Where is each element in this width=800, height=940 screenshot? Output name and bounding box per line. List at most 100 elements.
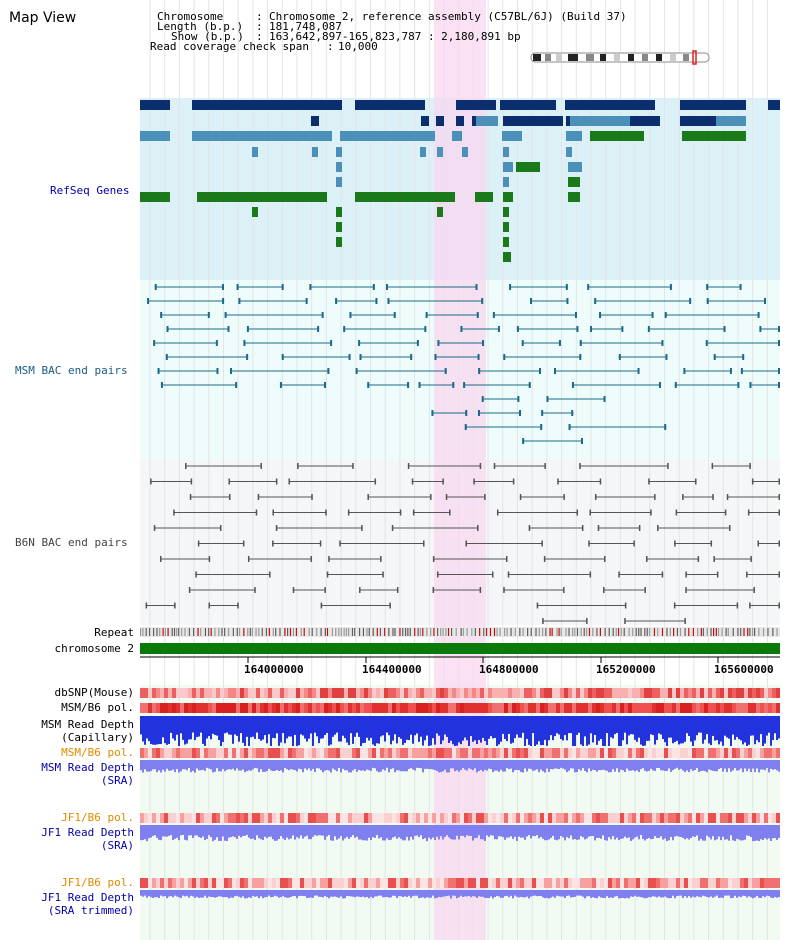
depth-bar — [404, 825, 406, 841]
heat-cell — [300, 748, 304, 758]
heat-cell — [260, 748, 264, 758]
heat-cell — [296, 688, 300, 698]
depth-bar — [268, 890, 270, 896]
depth-bar — [352, 890, 354, 897]
track-label-msm-depth-cap[interactable]: MSM Read Depth — [41, 718, 134, 731]
bac-end-marker — [579, 340, 582, 346]
heat-cell — [436, 688, 440, 698]
bac-end-marker — [528, 382, 531, 388]
depth-bar — [470, 716, 472, 737]
depth-bar — [150, 825, 152, 838]
heat-cell — [196, 703, 200, 713]
depth-bar — [322, 825, 324, 836]
depth-bar — [256, 825, 258, 836]
track-label-jf1-depth-sra[interactable]: JF1 Read Depth — [41, 826, 134, 839]
bac-end-marker — [594, 298, 597, 304]
track-label-repeat[interactable]: Repeat — [94, 626, 134, 639]
depth-bar — [600, 760, 602, 771]
bac-end-marker — [597, 525, 600, 531]
heat-cell — [476, 688, 480, 698]
axis-tick-label: 164400000 — [362, 663, 422, 676]
bac-end-marker — [603, 396, 606, 402]
heat-cell — [592, 688, 596, 698]
depth-bar — [400, 890, 402, 897]
depth-bar — [306, 716, 308, 742]
heat-cell — [204, 813, 208, 823]
gene-feature — [456, 100, 496, 110]
depth-bar — [708, 825, 710, 838]
heat-cell — [376, 748, 380, 758]
track-label-jf1-b6-pol-1[interactable]: JF1/B6 pol. — [61, 811, 134, 824]
depth-bar — [608, 890, 610, 898]
track-label-msm-b6-pol-2[interactable]: MSM/B6 pol. — [61, 746, 134, 759]
depth-bar — [446, 716, 448, 737]
heat-cell — [184, 748, 188, 758]
depth-bar — [622, 760, 624, 771]
track-label-msm-bac[interactable]: MSM BAC end pairs — [15, 364, 128, 377]
depth-bar — [504, 760, 506, 772]
depth-bar — [504, 825, 506, 840]
read-depth-tracks[interactable] — [140, 716, 780, 899]
depth-bar — [776, 760, 778, 771]
bac-end-marker — [150, 478, 152, 485]
depth-bar — [380, 825, 382, 838]
depth-bar — [368, 716, 370, 741]
heat-cell — [344, 748, 348, 758]
depth-bar — [358, 760, 360, 771]
chromosome-bar[interactable] — [140, 643, 780, 663]
heat-cell — [312, 688, 316, 698]
depth-bar — [522, 716, 524, 733]
depth-bar — [584, 760, 586, 771]
track-label-b6n-bac[interactable]: B6N BAC end pairs — [15, 536, 128, 549]
depth-bar — [676, 890, 678, 897]
depth-bar — [318, 760, 320, 769]
depth-bar — [528, 760, 530, 769]
depth-bar — [428, 760, 430, 770]
ideogram-band — [670, 54, 676, 61]
track-label-refseq[interactable]: RefSeq Genes — [50, 184, 130, 197]
heat-cell — [336, 748, 340, 758]
depth-bar — [488, 716, 490, 739]
msm-bac-end-pair-features[interactable] — [147, 284, 780, 444]
heat-cell — [612, 878, 616, 888]
bac-end-marker — [416, 340, 419, 346]
heat-cell — [336, 688, 340, 698]
heat-cell — [432, 688, 436, 698]
depth-bar — [306, 825, 308, 836]
heat-cell — [312, 748, 316, 758]
depth-bar — [556, 890, 558, 896]
heat-cell — [560, 748, 564, 758]
depth-bar — [360, 890, 362, 898]
track-label-msm-b6-pol-1[interactable]: MSM/B6 pol. — [61, 701, 134, 714]
depth-bar — [530, 825, 532, 839]
heat-cell — [380, 813, 384, 823]
polymorphism-heat-tracks[interactable] — [140, 688, 780, 888]
track-label-dbsnp[interactable]: dbSNP(Mouse) — [54, 686, 134, 699]
depth-bar — [676, 825, 678, 836]
depth-bar — [774, 716, 776, 734]
depth-bar — [548, 716, 550, 741]
heat-cell — [316, 813, 320, 823]
depth-bar — [494, 716, 496, 738]
depth-bar — [324, 890, 326, 896]
depth-bar — [712, 760, 714, 771]
refseq-gene-features[interactable] — [140, 100, 780, 262]
depth-bar — [422, 890, 424, 898]
track-label-msm-depth-sra[interactable]: MSM Read Depth — [41, 761, 134, 774]
heat-cell — [420, 688, 424, 698]
heat-cell — [284, 748, 288, 758]
b6n-bac-end-pair-features[interactable] — [145, 463, 780, 624]
repeat-feature — [493, 628, 496, 636]
track-label-jf1-depth-trim[interactable]: JF1 Read Depth — [41, 891, 134, 904]
depth-bar — [212, 890, 214, 898]
chromosome-ideogram[interactable] — [530, 50, 710, 65]
repeat-track-features[interactable] — [140, 627, 780, 637]
track-label-chromosome[interactable]: chromosome 2 — [54, 642, 134, 655]
depth-bar — [166, 760, 168, 769]
depth-bar — [594, 760, 596, 771]
depth-bar — [164, 890, 166, 896]
track-label-jf1-b6-pol-2[interactable]: JF1/B6 pol. — [61, 876, 134, 889]
depth-bar — [582, 890, 584, 897]
depth-bar — [482, 716, 484, 738]
